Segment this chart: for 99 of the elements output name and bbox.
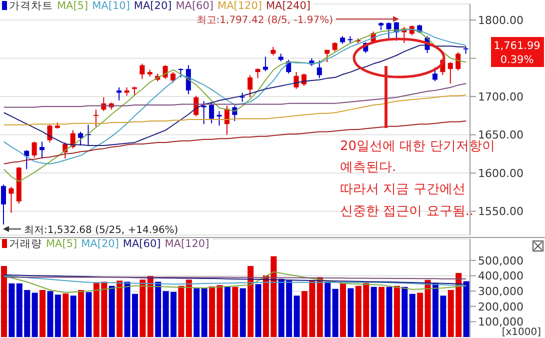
candlestick — [324, 49, 330, 63]
line-series — [3, 271, 467, 294]
bar — [224, 286, 230, 337]
bar — [348, 288, 354, 337]
bar — [47, 291, 54, 337]
text: MA[10] — [92, 0, 130, 12]
bar — [240, 288, 246, 337]
candlestick — [140, 63, 145, 80]
candlestick — [240, 92, 245, 102]
text: MA[20] — [134, 0, 172, 12]
annotation: 예측된다. — [340, 160, 396, 175]
bar — [294, 296, 300, 337]
bar — [201, 288, 208, 337]
bar — [232, 286, 238, 337]
bar — [340, 283, 346, 337]
candlestick — [132, 86, 137, 96]
bar — [86, 292, 92, 337]
legend-label: 가격차트 — [8, 0, 53, 12]
bar — [324, 282, 331, 337]
candlestick — [255, 68, 260, 79]
bar — [32, 292, 38, 337]
bar — [194, 288, 200, 337]
bar — [332, 288, 338, 337]
candlestick — [8, 186, 14, 214]
bar — [417, 292, 424, 337]
text: MA[120] — [218, 0, 262, 12]
bar — [1, 266, 7, 337]
y-tick-label: 1800.00 — [478, 14, 524, 27]
bar — [386, 286, 392, 337]
candlestick — [432, 66, 438, 82]
bar — [78, 290, 84, 337]
bar — [255, 284, 262, 337]
candlestick — [32, 141, 37, 158]
bar — [424, 280, 431, 337]
bar — [116, 280, 123, 337]
annotation: 최고:1,797.42 (8/5, -1.97%) — [196, 15, 334, 26]
bar — [394, 286, 400, 337]
candlestick — [316, 60, 322, 79]
text: MA[20] — [81, 238, 119, 250]
text: MA[5] — [46, 238, 78, 250]
bar — [8, 283, 15, 337]
text: 1,761.99 — [494, 40, 540, 52]
bar — [248, 266, 254, 337]
candlestick — [448, 62, 453, 84]
candlestick — [262, 56, 268, 72]
bar — [54, 294, 61, 337]
bar — [70, 296, 76, 337]
text: MA[60] — [176, 0, 214, 12]
text: MA[5] — [57, 0, 88, 12]
candlestick — [40, 141, 45, 160]
bar — [402, 286, 408, 337]
bar — [155, 282, 162, 337]
candlestick — [93, 109, 98, 127]
candlestick — [301, 73, 306, 86]
bar — [40, 290, 46, 337]
bar — [370, 286, 377, 337]
text: MA[60] — [122, 238, 161, 250]
candlestick — [456, 52, 461, 72]
y-tick-label: 1700.00 — [478, 90, 524, 104]
annotation: 20일선에 대한 단기저항이 — [340, 139, 495, 154]
bar — [316, 277, 323, 337]
candlestick — [186, 64, 191, 95]
candlestick — [248, 74, 253, 98]
candlestick — [209, 102, 214, 124]
bar — [378, 286, 385, 337]
y-tick-label: 200,000 — [478, 300, 524, 314]
annotation: 최저:1,532.68 (5/25, +14.96%) — [24, 225, 178, 236]
candlestick — [216, 110, 222, 126]
annotation: 따라서 지금 구간에선 — [340, 182, 466, 197]
bar — [463, 281, 470, 337]
annotation: 신중한 접근이 요구됨.. — [340, 204, 474, 219]
text: 0.39% — [500, 54, 534, 66]
bar — [140, 280, 146, 337]
text: [x1000] — [502, 327, 542, 338]
legend-label: 거래량 — [8, 238, 42, 250]
bar — [409, 294, 416, 337]
bar — [108, 286, 115, 337]
bar — [62, 294, 69, 337]
candlestick — [1, 184, 6, 226]
y-tick-label: 500,000 — [478, 254, 524, 268]
y-tick-label: 1550.00 — [478, 205, 524, 218]
candlestick — [386, 22, 392, 40]
bar — [147, 276, 154, 337]
candlestick — [162, 64, 168, 80]
y-tick-label: 400,000 — [478, 270, 524, 283]
text: MA[120] — [164, 238, 210, 250]
candlestick — [294, 72, 299, 90]
bar — [178, 286, 184, 337]
candlestick — [47, 124, 52, 143]
text: MA[240] — [266, 0, 310, 12]
y-tick-label: 300,000 — [478, 284, 524, 298]
y-tick-label: 1600.00 — [478, 166, 524, 180]
candlestick — [170, 72, 176, 84]
candlestick — [78, 131, 84, 146]
candlestick — [201, 100, 206, 125]
bar — [186, 280, 192, 337]
candlestick — [332, 42, 338, 52]
candlestick — [178, 68, 184, 78]
line-series — [3, 94, 467, 126]
